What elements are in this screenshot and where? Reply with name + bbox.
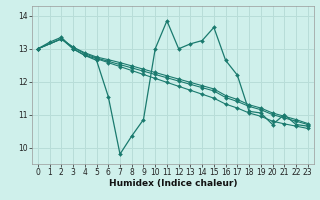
X-axis label: Humidex (Indice chaleur): Humidex (Indice chaleur)	[108, 179, 237, 188]
